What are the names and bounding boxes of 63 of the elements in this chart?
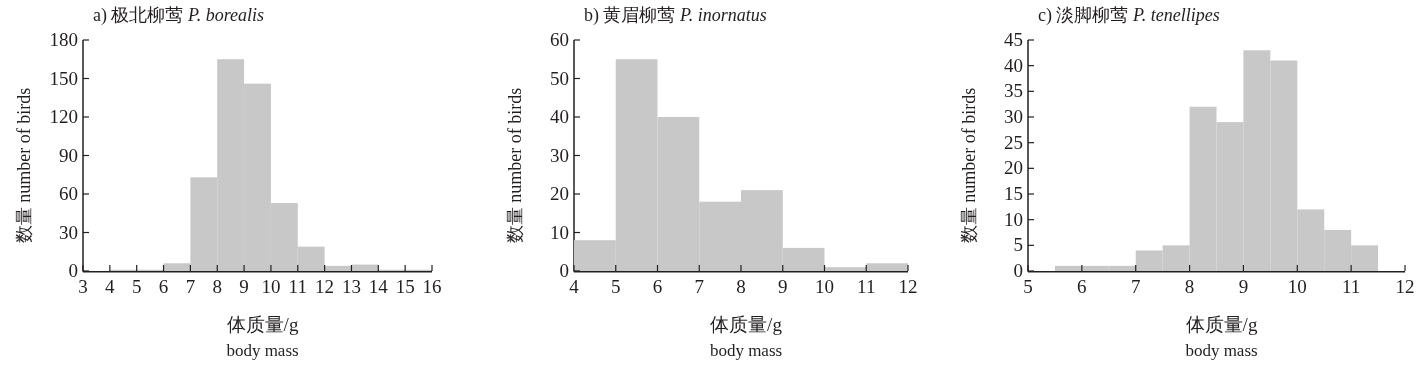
y-tick-label: 35 bbox=[1004, 80, 1023, 102]
x-axis-title: 体质量/g body mass bbox=[1185, 314, 1258, 360]
x-tick-label: 9 bbox=[239, 276, 249, 297]
y-tick-label: 90 bbox=[59, 144, 78, 166]
y-axis-title: 数量 number of birds bbox=[14, 87, 34, 244]
x-tick-label: 10 bbox=[815, 276, 834, 297]
y-axis-title: 数量 number of birds bbox=[959, 87, 979, 244]
x-tick-label: 7 bbox=[185, 276, 196, 297]
y-tick-label: 150 bbox=[49, 67, 78, 89]
x-tick-label: 11 bbox=[288, 276, 307, 297]
y-axis-title: 数量 number of birds bbox=[505, 87, 525, 244]
x-tick-label: 7 bbox=[694, 276, 704, 297]
x-tick-label: 9 bbox=[1238, 276, 1249, 297]
x-tick-label: 5 bbox=[131, 276, 142, 297]
x-tick-label: 8 bbox=[212, 276, 222, 297]
x-tick-label: 8 bbox=[736, 276, 746, 297]
x-tick-label: 12 bbox=[898, 276, 918, 297]
y-tick-label: 20 bbox=[1004, 157, 1023, 179]
x-tick-label: 11 bbox=[857, 276, 876, 297]
y-tick-label: 30 bbox=[1004, 106, 1023, 127]
y-tick-label: 180 bbox=[49, 29, 78, 50]
x-tick-label: 12 bbox=[315, 276, 335, 297]
x-tick-label: 13 bbox=[341, 276, 361, 297]
x-tick-label: 16 bbox=[422, 276, 442, 297]
x-tick-label: 9 bbox=[778, 276, 788, 297]
x-axis-title: 体质量/g body mass bbox=[709, 314, 783, 360]
x-tick-label: 4 bbox=[569, 276, 580, 297]
y-tick-label: 10 bbox=[1004, 208, 1023, 230]
x-axis-title: 体质量/g body mass bbox=[226, 314, 299, 360]
x-tick-label: 10 bbox=[261, 276, 281, 297]
x-tick-label: 14 bbox=[368, 276, 389, 297]
x-tick-label: 6 bbox=[158, 276, 169, 297]
y-tick-label: 20 bbox=[550, 183, 569, 204]
y-tick-label: 25 bbox=[1004, 131, 1023, 153]
y-tick-label: 60 bbox=[59, 183, 78, 204]
y-tick-label: 50 bbox=[550, 67, 569, 89]
x-tick-label: 12 bbox=[1395, 276, 1415, 297]
y-tick-label: 40 bbox=[1004, 54, 1023, 76]
y-tick-label: 60 bbox=[550, 29, 569, 50]
x-tick-label: 3 bbox=[78, 276, 88, 297]
x-tick-label: 6 bbox=[652, 276, 663, 297]
y-tick-label: 15 bbox=[1004, 183, 1023, 204]
y-tick-label: 30 bbox=[59, 221, 78, 243]
y-tick-label: 120 bbox=[49, 106, 78, 127]
chart-title: c) 淡脚柳莺 P. tenellipes bbox=[1038, 5, 1220, 26]
y-tick-label: 10 bbox=[550, 221, 569, 243]
x-tick-label: 7 bbox=[1130, 276, 1141, 297]
chart-title: b) 黄眉柳莺 P. inornatus bbox=[584, 5, 767, 26]
y-tick-label: 5 bbox=[1013, 234, 1023, 256]
y-tick-label: 30 bbox=[550, 144, 569, 166]
x-tick-label: 6 bbox=[1077, 276, 1087, 297]
x-tick-label: 8 bbox=[1184, 276, 1195, 297]
y-tick-label: 45 bbox=[1004, 29, 1023, 50]
x-tick-label: 10 bbox=[1287, 276, 1307, 297]
chart-title: a) 极北柳莺 P. borealis bbox=[93, 5, 264, 26]
x-tick-label: 4 bbox=[105, 276, 116, 297]
y-tick-label: 40 bbox=[550, 106, 569, 127]
y-tick-label: 0 bbox=[1013, 260, 1023, 281]
y-tick-label: 0 bbox=[68, 260, 78, 281]
x-tick-label: 11 bbox=[1341, 276, 1361, 297]
y-tick-label: 0 bbox=[559, 260, 569, 281]
x-tick-label: 15 bbox=[395, 276, 415, 297]
x-tick-label: 5 bbox=[611, 276, 621, 297]
